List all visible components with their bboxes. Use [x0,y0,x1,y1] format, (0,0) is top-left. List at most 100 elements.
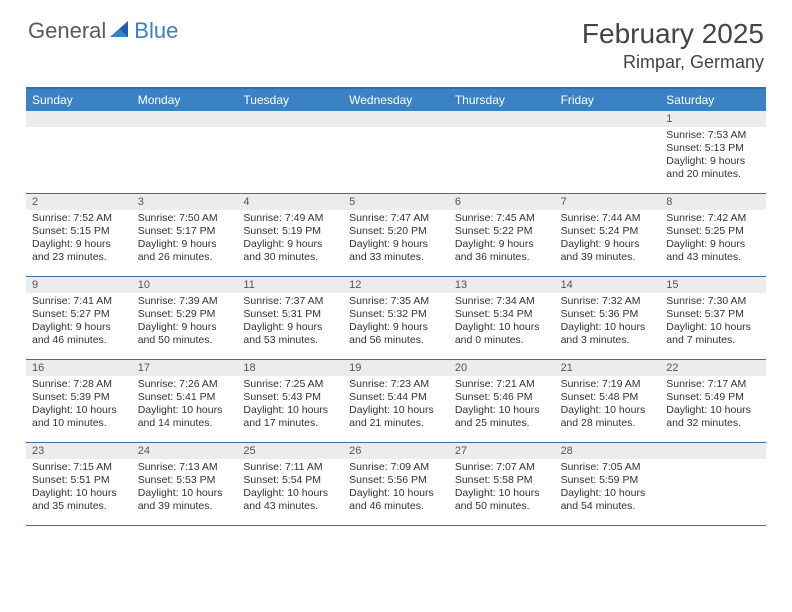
day-cell: 24Sunrise: 7:13 AMSunset: 5:53 PMDayligh… [132,443,238,525]
sunset-line: Sunset: 5:17 PM [138,225,232,238]
day-number: 10 [132,277,238,293]
day-body [555,127,661,133]
daylight-line: Daylight: 9 hours and 43 minutes. [666,238,760,264]
day-cell: 11Sunrise: 7:37 AMSunset: 5:31 PMDayligh… [237,277,343,359]
sail-icon [108,19,130,44]
sunset-line: Sunset: 5:31 PM [243,308,337,321]
week-row: 9Sunrise: 7:41 AMSunset: 5:27 PMDaylight… [26,277,766,360]
sunset-line: Sunset: 5:22 PM [455,225,549,238]
daylight-line: Daylight: 10 hours and 3 minutes. [561,321,655,347]
brand-part1: General [28,18,106,44]
daylight-line: Daylight: 9 hours and 39 minutes. [561,238,655,264]
sunrise-line: Sunrise: 7:26 AM [138,378,232,391]
day-cell: 1Sunrise: 7:53 AMSunset: 5:13 PMDaylight… [660,111,766,193]
day-body [26,127,132,133]
week-row: 2Sunrise: 7:52 AMSunset: 5:15 PMDaylight… [26,194,766,277]
day-body: Sunrise: 7:17 AMSunset: 5:49 PMDaylight:… [660,376,766,435]
sunrise-line: Sunrise: 7:13 AM [138,461,232,474]
day-body: Sunrise: 7:47 AMSunset: 5:20 PMDaylight:… [343,210,449,269]
day-cell: 9Sunrise: 7:41 AMSunset: 5:27 PMDaylight… [26,277,132,359]
sunrise-line: Sunrise: 7:23 AM [349,378,443,391]
day-number: 23 [26,443,132,459]
day-number: 22 [660,360,766,376]
sunset-line: Sunset: 5:34 PM [455,308,549,321]
sunset-line: Sunset: 5:48 PM [561,391,655,404]
brand-part2: Blue [134,18,178,44]
sunset-line: Sunset: 5:44 PM [349,391,443,404]
sunrise-line: Sunrise: 7:32 AM [561,295,655,308]
sunset-line: Sunset: 5:20 PM [349,225,443,238]
sunrise-line: Sunrise: 7:25 AM [243,378,337,391]
day-cell: . [449,111,555,193]
day-cell: 22Sunrise: 7:17 AMSunset: 5:49 PMDayligh… [660,360,766,442]
sunset-line: Sunset: 5:15 PM [32,225,126,238]
day-number: . [343,111,449,127]
sunrise-line: Sunrise: 7:44 AM [561,212,655,225]
day-cell: . [237,111,343,193]
day-header-cell: Saturday [660,89,766,111]
daylight-line: Daylight: 9 hours and 23 minutes. [32,238,126,264]
day-body [237,127,343,133]
day-cell: 6 Sunrise: 7:45 AMSunset: 5:22 PMDaylight… [449,194,555,276]
day-body: Sunrise: 7:53 AMSunset: 5:13 PMDaylight:… [660,127,766,186]
sunrise-line: Sunrise: 7:17 AM [666,378,760,391]
daylight-line: Daylight: 9 hours and 26 minutes. [138,238,232,264]
week-row: 23Sunrise: 7:15 AMSunset: 5:51 PMDayligh… [26,443,766,526]
sunrise-line: Sunrise: 7:11 AM [243,461,337,474]
daylight-line: Daylight: 9 hours and 33 minutes. [349,238,443,264]
daylight-line: Daylight: 10 hours and 35 minutes. [32,487,126,513]
day-cell: 23Sunrise: 7:15 AMSunset: 5:51 PMDayligh… [26,443,132,525]
sunset-line: Sunset: 5:58 PM [455,474,549,487]
week-row: 16Sunrise: 7:28 AMSunset: 5:39 PMDayligh… [26,360,766,443]
day-cell: 13Sunrise: 7:34 AMSunset: 5:34 PMDayligh… [449,277,555,359]
daylight-line: Daylight: 10 hours and 46 minutes. [349,487,443,513]
day-number: 14 [555,277,661,293]
day-header-cell: Wednesday [343,89,449,111]
sunrise-line: Sunrise: 7:21 AM [455,378,549,391]
day-cell: 28Sunrise: 7:05 AMSunset: 5:59 PMDayligh… [555,443,661,525]
day-header-cell: Monday [132,89,238,111]
sunrise-line: Sunrise: 7:30 AM [666,295,760,308]
day-number: 19 [343,360,449,376]
sunset-line: Sunset: 5:24 PM [561,225,655,238]
sunrise-line: Sunrise: 7:49 AM [243,212,337,225]
sunset-line: Sunset: 5:37 PM [666,308,760,321]
day-number: 6 [449,194,555,210]
day-number: 24 [132,443,238,459]
sunrise-line: Sunrise: 7:05 AM [561,461,655,474]
day-header-cell: Thursday [449,89,555,111]
day-number: 25 [237,443,343,459]
sunset-line: Sunset: 5:59 PM [561,474,655,487]
day-number: . [449,111,555,127]
day-number: 13 [449,277,555,293]
day-cell: . [660,443,766,525]
day-cell: . [132,111,238,193]
title-block: February 2025 Rimpar, Germany [582,18,764,73]
day-body [343,127,449,133]
daylight-line: Daylight: 10 hours and 25 minutes. [455,404,549,430]
daylight-line: Daylight: 9 hours and 56 minutes. [349,321,443,347]
daylight-line: Daylight: 10 hours and 39 minutes. [138,487,232,513]
daylight-line: Daylight: 10 hours and 28 minutes. [561,404,655,430]
day-number: 27 [449,443,555,459]
day-body: Sunrise: 7:28 AMSunset: 5:39 PMDaylight:… [26,376,132,435]
day-body: Sunrise: 7:21 AMSunset: 5:46 PMDaylight:… [449,376,555,435]
sunrise-line: Sunrise: 7:50 AM [138,212,232,225]
daylight-line: Daylight: 9 hours and 36 minutes. [455,238,549,264]
sunset-line: Sunset: 5:36 PM [561,308,655,321]
day-number: 20 [449,360,555,376]
day-number: 2 [26,194,132,210]
sunset-line: Sunset: 5:32 PM [349,308,443,321]
day-body: Sunrise: 7:50 AMSunset: 5:17 PMDaylight:… [132,210,238,269]
sunrise-line: Sunrise: 7:47 AM [349,212,443,225]
day-body: Sunrise: 7:07 AMSunset: 5:58 PMDaylight:… [449,459,555,518]
day-cell: 17Sunrise: 7:26 AMSunset: 5:41 PMDayligh… [132,360,238,442]
sunrise-line: Sunrise: 7:09 AM [349,461,443,474]
day-header-cell: Friday [555,89,661,111]
sunset-line: Sunset: 5:56 PM [349,474,443,487]
day-body: Sunrise: 7:23 AMSunset: 5:44 PMDaylight:… [343,376,449,435]
brand-logo: General Blue [28,18,178,44]
sunrise-line: Sunrise: 7:45 AM [455,212,549,225]
sunrise-line: Sunrise: 7:53 AM [666,129,760,142]
day-number: 11 [237,277,343,293]
